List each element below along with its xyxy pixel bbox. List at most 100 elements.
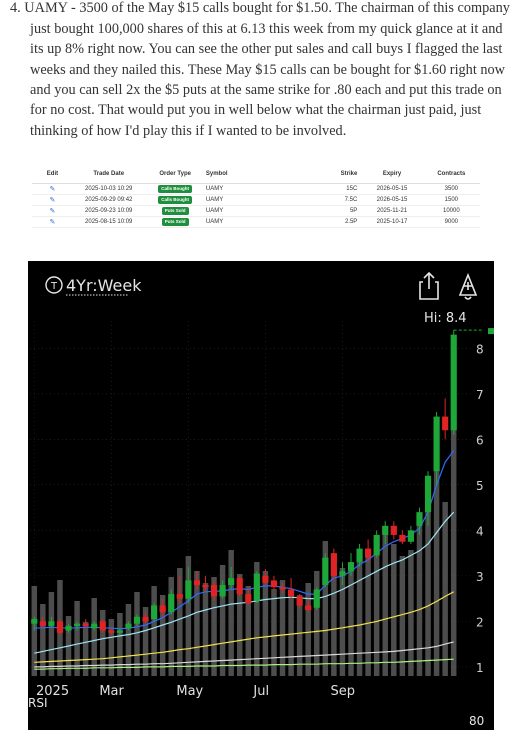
candle-body [236, 578, 243, 595]
volume-bar [134, 592, 140, 676]
edit-pencil-icon[interactable]: ✎ [49, 185, 56, 193]
volume-bar [40, 604, 46, 676]
x-axis-ticks: 2025 Mar May Jul Sep [36, 684, 355, 699]
volume-bar [305, 583, 311, 676]
volume-bar [159, 595, 166, 676]
volume-bar [117, 613, 123, 676]
volume-bar [151, 586, 157, 676]
volume-bar [74, 601, 80, 676]
order-type-badge: Calls Bought [158, 195, 193, 204]
period-label: 4Yr:Week [66, 276, 142, 295]
expiry: 2026-05-15 [361, 183, 423, 195]
volume-bar [331, 556, 337, 676]
col-trade-date: Trade Date [72, 166, 145, 184]
volume-bar [177, 568, 183, 676]
candle-body [91, 623, 98, 629]
candle-body [305, 605, 312, 611]
col-symbol: Symbol [205, 166, 298, 184]
period-icon-letter: T [50, 281, 58, 292]
volume-bar [356, 550, 363, 676]
volume-bars [31, 412, 457, 676]
order-type-badge: Puts Sold [161, 217, 189, 226]
candle-body [279, 587, 286, 590]
candle-body [424, 475, 432, 513]
candle-body [228, 578, 235, 585]
contracts: 10000 [422, 205, 480, 217]
candle-body [262, 575, 269, 583]
moving-average-line [34, 658, 454, 670]
trade-date: 2025-09-23 10:09 [72, 205, 145, 217]
candle-body [210, 584, 218, 597]
volume-bar [442, 502, 448, 676]
edit-pencil-icon[interactable]: ✎ [49, 207, 56, 215]
y-tick-label: 7 [476, 388, 484, 402]
stock-chart-panel[interactable]: T 4Yr:Week Hi: 8.4 1 2 3 4 5 6 7 8 2025 Mar May Ju… [28, 261, 494, 730]
volume-bar [48, 592, 55, 676]
y-axis-ticks: 1 2 3 4 5 6 7 8 [476, 342, 484, 675]
candle-body [433, 416, 440, 472]
strike: 5P [297, 205, 362, 217]
candle-body [219, 584, 226, 597]
edit-pencil-icon[interactable]: ✎ [49, 196, 56, 204]
y-tick-label: 4 [476, 524, 484, 538]
symbol: UAMY [205, 183, 298, 195]
candle-body [356, 548, 363, 563]
candle-body [73, 623, 81, 626]
table-row: ✎ 2025-10-03 10:29 Calls Bought UAMY 15C… [32, 183, 480, 195]
candle-body [373, 534, 380, 556]
volume-bar [91, 598, 97, 676]
candle-body [399, 534, 406, 542]
candle-body [407, 530, 415, 542]
period-selector[interactable]: T 4Yr:Week [45, 276, 142, 296]
x-tick-label: Sep [330, 684, 355, 699]
candle-body [365, 548, 372, 558]
volume-bar [31, 586, 38, 676]
candles [31, 330, 457, 636]
volume-bar [433, 466, 440, 676]
table-row: ✎ 2025-09-29 09:42 Calls Bought UAMY 7.5… [32, 194, 480, 206]
y-tick-label: 3 [476, 570, 484, 584]
volume-bar [365, 556, 371, 676]
article-line: just bought 100,000 shares of this at 6.… [30, 21, 503, 37]
high-label: Hi: 8.4 [424, 311, 467, 326]
volume-bar [245, 586, 252, 676]
candle-body [151, 605, 158, 620]
volume-bar [348, 562, 354, 676]
article-line: 4. UAMY - 3500 of the May $15 calls boug… [10, 0, 510, 16]
expiry: 2026-05-15 [361, 194, 423, 206]
trade-date: 2025-10-03 10:29 [72, 183, 145, 195]
volume-bar [339, 568, 346, 676]
volume-bar [236, 574, 243, 676]
candle-body [330, 553, 337, 576]
volume-bar [391, 544, 397, 676]
strike: 7.5C [297, 194, 362, 206]
volume-bar [262, 571, 269, 676]
x-tick-label: May [176, 684, 203, 699]
candle-body [116, 630, 123, 633]
candle-body [270, 580, 278, 588]
edit-pencil-icon[interactable]: ✎ [49, 218, 56, 226]
candle-body [322, 557, 329, 585]
candle-body [48, 621, 55, 626]
candle-body [31, 619, 38, 624]
candle-body [296, 596, 303, 606]
volume-bar [279, 580, 286, 676]
volume-bar [399, 556, 406, 676]
share-icon[interactable] [419, 271, 439, 300]
moving-average-line [34, 591, 454, 663]
y-tick-label: 8 [476, 342, 484, 356]
rsi-label: RSI [28, 696, 48, 710]
candle-body [313, 589, 320, 608]
candle-body [382, 525, 389, 535]
candle-body [108, 630, 115, 633]
volume-bar [322, 541, 329, 676]
alert-add-icon[interactable] [458, 272, 478, 300]
article-line: thinking of how I'd play this if I wante… [30, 123, 347, 139]
volume-bar [168, 577, 174, 676]
strike: 2.5P [297, 216, 362, 228]
symbol: UAMY [205, 216, 298, 228]
contracts: 3500 [422, 183, 480, 195]
candle-body [159, 605, 166, 613]
candle-body [287, 589, 295, 597]
candle-body [416, 512, 423, 526]
